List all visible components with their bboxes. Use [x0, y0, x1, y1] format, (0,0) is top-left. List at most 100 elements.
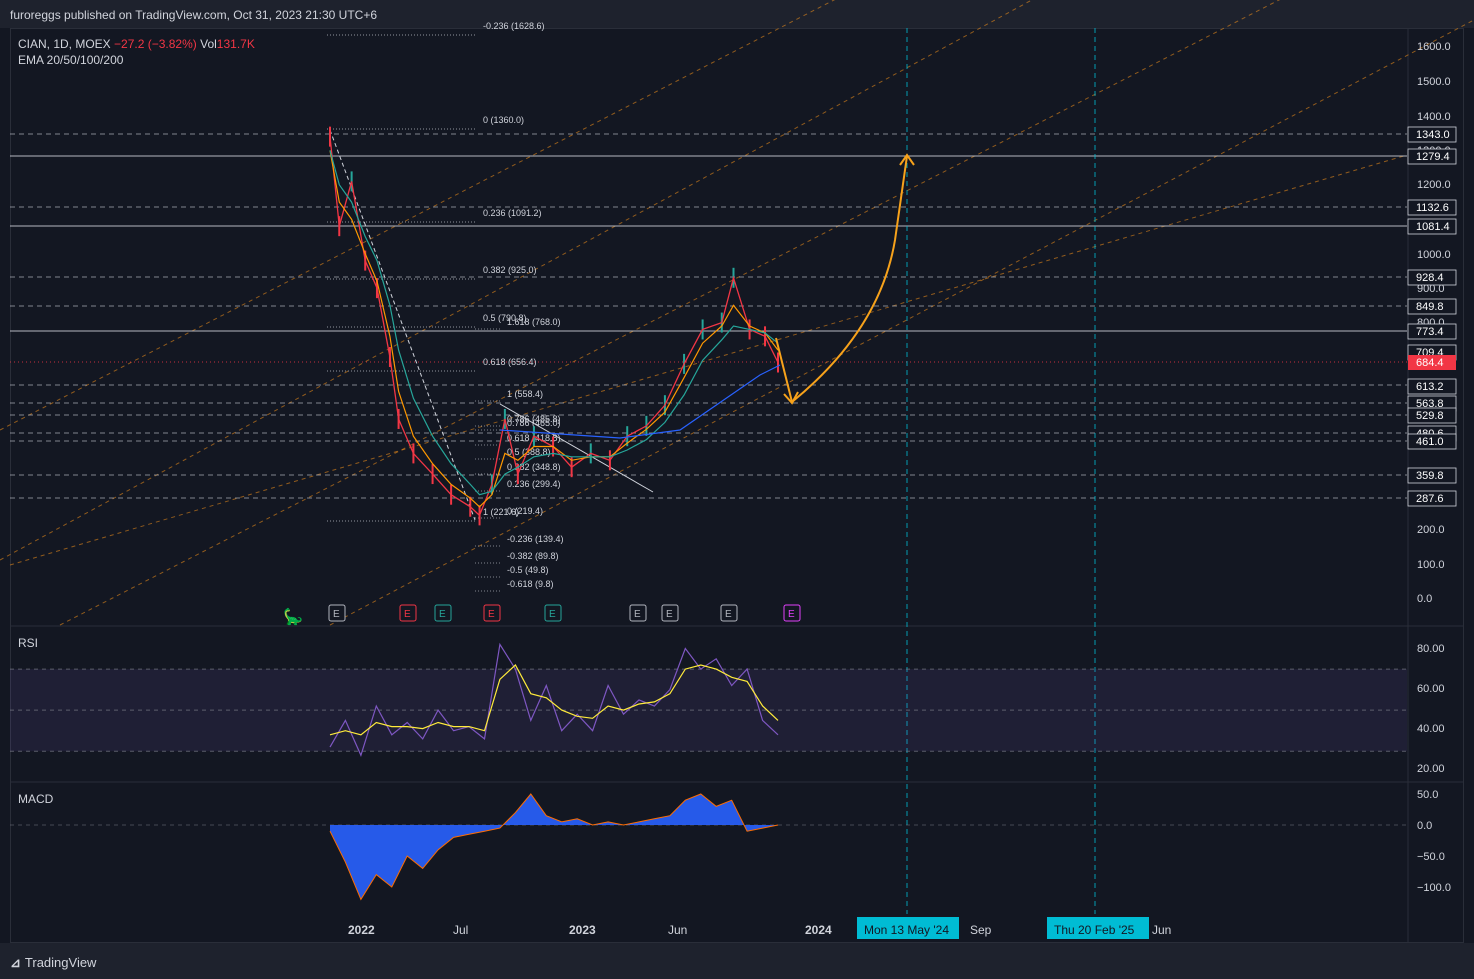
earnings-marker-label: E: [404, 609, 411, 620]
earnings-marker: [720, 604, 738, 622]
earnings-marker: [629, 604, 647, 622]
fib-ext-label: 0.382 (348.8): [507, 462, 561, 472]
earnings-marker: [661, 604, 679, 622]
rsi-axis-tick: 60.00: [1417, 683, 1445, 695]
price-badge-label: 1132.6: [1416, 202, 1449, 214]
fib-level-label: 0.236 (1091.2): [483, 208, 542, 218]
trend-line-solid: [499, 403, 654, 493]
earnings-marker-label: E: [488, 609, 495, 620]
earnings-marker-label: E: [333, 609, 340, 620]
publisher-bar: furoreggs published on TradingView.com, …: [0, 0, 1474, 28]
price-axis-tick: 1500.0: [1417, 76, 1451, 88]
rsi-title[interactable]: RSI: [18, 636, 39, 650]
price-badge-label: 529.8: [1416, 410, 1444, 422]
macd-axis-tick: 0.0: [1417, 820, 1432, 832]
price-badge-label: 1343.0: [1416, 129, 1450, 141]
projection-arrow-down: [775, 337, 793, 403]
fib-ext-label: -0.382 (89.8): [507, 551, 559, 561]
earnings-marker: [783, 604, 801, 622]
macd-axis-tick: −100.0: [1417, 882, 1451, 894]
price-badge-bg: [1408, 355, 1456, 370]
symbol-legend: CIAN, 1D, MOEX −27.2 (−3.82%) Vol131.7K …: [18, 36, 255, 68]
price-badge-label: 287.6: [1416, 493, 1444, 505]
price-axis-tick: 900.0: [1417, 283, 1445, 295]
channel-line: [9, 154, 1408, 566]
price-badge-label: 563.8: [1416, 398, 1444, 410]
fib-ext-label: 0.5 (388.8): [507, 447, 551, 457]
price-axis-tick: 1200.0: [1417, 179, 1451, 191]
price-badge-label: 613.2: [1416, 381, 1444, 393]
ema-label[interactable]: EMA 20/50/100/200: [18, 53, 124, 67]
fib-level-label: -0.236 (1628.6): [483, 21, 545, 31]
macd-axis-tick: 50.0: [1417, 789, 1438, 801]
time-axis-tick: 2022: [348, 923, 375, 937]
date-badge-label: Mon 13 May '24: [864, 923, 949, 937]
price-badge-bg: [1407, 148, 1457, 165]
symbol-label[interactable]: CIAN, 1D, MOEX: [18, 37, 111, 51]
volume-label: Vol: [200, 37, 217, 51]
date-badge-bg: [857, 917, 959, 939]
price-axis-tick: 1400.0: [1417, 111, 1451, 123]
earnings-marker: [544, 604, 562, 622]
ema-100-line: [499, 364, 781, 439]
price-change: −27.2 (−3.82%): [114, 37, 197, 51]
fib-ext-label: 1 (558.4): [507, 389, 543, 399]
ema-50-line: [329, 150, 779, 496]
fib-ext-label: 0.786 (485.8): [507, 414, 561, 424]
price-axis-tick: 1600.0: [1417, 41, 1451, 53]
rsi-line: [329, 642, 779, 757]
price-badge-bg: [1407, 199, 1457, 216]
fib-level-label: 0.5 (790.8): [483, 313, 527, 323]
price-badge-bg: [1407, 269, 1457, 286]
footer-bar: ⊿ TradingView: [0, 943, 1474, 979]
time-axis-tick: Jun: [1152, 923, 1171, 937]
time-axis-tick: 2023: [569, 923, 596, 937]
ema-20-line: [329, 150, 779, 508]
fib-ext-label: 0.236 (299.4): [507, 479, 561, 489]
earnings-marker-label: E: [666, 609, 673, 620]
earnings-marker-label: E: [634, 609, 641, 620]
fib-level-label: 0.382 (925.0): [483, 265, 537, 275]
price-badge-label: 849.8: [1416, 301, 1444, 313]
price-badge-label: 1279.4: [1416, 151, 1450, 163]
fib-level-label: 0 (1360.0): [483, 115, 524, 125]
rsi-axis-tick: 40.00: [1417, 723, 1445, 735]
rsi-ma-line: [329, 664, 779, 736]
time-axis-tick: Jul: [453, 923, 468, 937]
volume-value: 131.7K: [216, 37, 255, 51]
tradingview-logo[interactable]: ⊿ TradingView: [10, 955, 96, 971]
price-axis-tick: 1000.0: [1417, 249, 1451, 261]
price-badge-bg: [1407, 378, 1457, 395]
macd-title[interactable]: MACD: [18, 792, 54, 806]
price-badge-label: 461.0: [1416, 436, 1444, 448]
projection-arrow-up: [791, 155, 908, 403]
price-badge-label: 773.4: [1416, 326, 1444, 338]
trend-line-dashed: [329, 129, 476, 521]
tradingview-logo-icon: ⊿: [10, 955, 21, 970]
earnings-marker-label: E: [725, 609, 732, 620]
earnings-marker: [328, 604, 346, 622]
fib-ext-label: -0.236 (139.4): [507, 534, 564, 544]
price-badge-label: 359.8: [1416, 470, 1444, 482]
earnings-marker: [399, 604, 417, 622]
price-axis-tick: 200.0: [1417, 524, 1445, 536]
price-line: [329, 136, 779, 517]
channel-line: [0, 0, 1033, 561]
price-badge-bg: [1407, 126, 1457, 143]
price-badge-label: 1081.4: [1416, 221, 1450, 233]
price-badge-bg: [1407, 218, 1457, 235]
earnings-marker-label: E: [788, 609, 795, 620]
chart-svg[interactable]: -0.236 (1628.6) 0 (1360.0) 0.236 (1091.2) 0…: [0, 0, 1474, 943]
dividend-icon: 🦕: [283, 607, 303, 626]
date-badge-label: Thu 20 Feb '25: [1054, 923, 1135, 937]
earnings-marker-label: E: [439, 609, 446, 620]
price-badge-label: 684.4: [1416, 357, 1444, 369]
price-badge-bg: [1407, 323, 1457, 340]
fib-ext-label: -0.5 (49.8): [507, 565, 549, 575]
time-axis-tick: Jun: [668, 923, 687, 937]
brand-text: TradingView: [24, 955, 97, 970]
chart-frame[interactable]: [10, 28, 1464, 943]
publisher-text: furoreggs published on TradingView.com, …: [10, 8, 378, 22]
projection-arrowhead-down: [783, 391, 799, 405]
price-badge-bg: [1407, 407, 1457, 424]
